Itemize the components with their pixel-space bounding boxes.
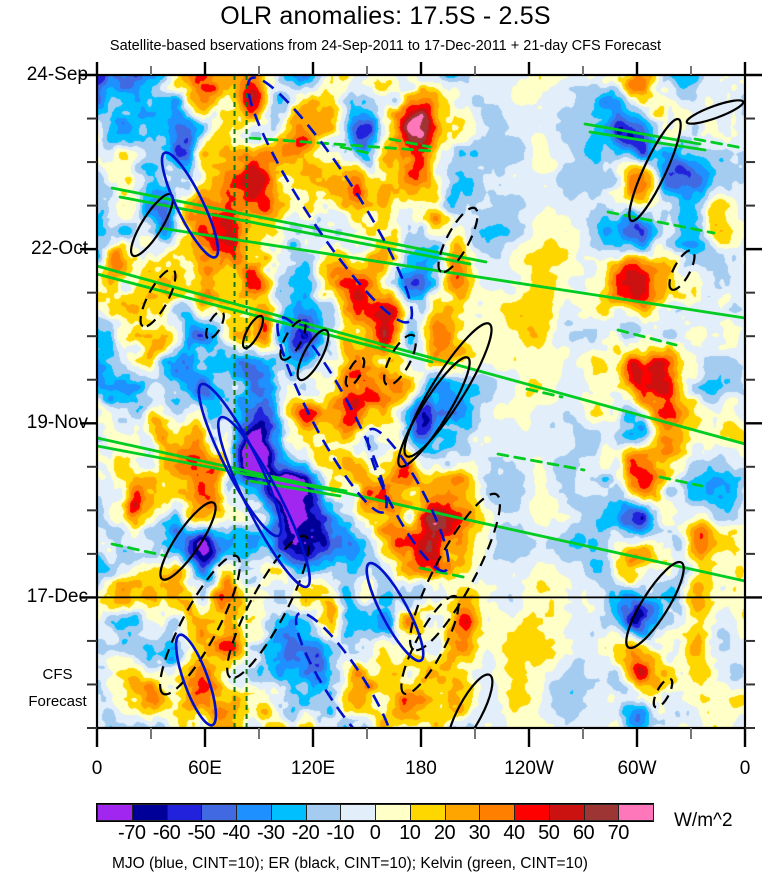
x-axis-label: 0 xyxy=(739,758,751,779)
colorbar-tick-label: 70 xyxy=(607,822,630,844)
chart-subtitle: Satellite-based bservations from 24-Sep-… xyxy=(109,38,662,54)
colorbar-segment xyxy=(583,804,620,821)
colorbar-tick-label: 50 xyxy=(538,822,560,844)
x-axis-label: 60E xyxy=(188,758,222,779)
x-axis-label: 120W xyxy=(504,758,554,779)
colorbar-tick-label: 0 xyxy=(369,822,381,844)
colorbar-segment xyxy=(409,804,446,821)
y-axis-label: 19-Nov xyxy=(26,412,88,434)
colorbar-tick-label: -50 xyxy=(187,822,216,844)
x-axis-label: 0 xyxy=(91,758,103,779)
colorbar-tick-label: -60 xyxy=(152,822,181,844)
colorbar-segment xyxy=(305,804,342,821)
colorbar-tick-label: -20 xyxy=(291,822,320,844)
colorbar-segment xyxy=(270,804,307,821)
x-axis-label: 180 xyxy=(405,758,437,779)
colorbar-tick-label: -70 xyxy=(118,822,146,844)
colorbar-segment xyxy=(236,804,272,821)
colorbar-segment xyxy=(444,804,481,821)
cfs-forecast-label-line: Forecast xyxy=(28,693,87,710)
colorbar-segment xyxy=(618,804,654,821)
colorbar-tick-label: 20 xyxy=(433,822,456,844)
colorbar-segment xyxy=(97,804,133,821)
colorbar-segment xyxy=(201,804,237,821)
colorbar-tick-label: 10 xyxy=(399,822,421,844)
colorbar-tick-label: -10 xyxy=(326,822,355,844)
x-axis-label: 60W xyxy=(617,758,657,779)
wave-legend-caption: MJO (blue, CINT=10); ER (black, CINT=10)… xyxy=(112,855,588,872)
colorbar-segment xyxy=(548,804,585,821)
colorbar-tick-label: 60 xyxy=(572,822,595,844)
colorbar-segment xyxy=(340,804,376,821)
colorbar-segment xyxy=(131,804,168,821)
y-axis-label: 17-Dec xyxy=(26,586,88,608)
y-axis-label: 22-Oct xyxy=(30,238,88,260)
colorbar-segment xyxy=(375,804,411,821)
colorbar-segment xyxy=(514,804,550,821)
olr-anomaly-field-canvas xyxy=(97,75,745,728)
colorbar-segment xyxy=(479,804,515,821)
y-axis-label: 24-Sep xyxy=(26,64,88,85)
chart-title: OLR anomalies: 17.5S - 2.5S xyxy=(220,2,551,30)
colorbar-tick-label: -40 xyxy=(222,822,250,844)
cfs-forecast-label-line: CFS xyxy=(42,666,73,683)
colorbar-tick-label: 30 xyxy=(468,822,491,844)
x-axis-label: 120E xyxy=(290,758,336,779)
colorbar-unit-label: W/m^2 xyxy=(674,810,733,831)
colorbar-segment xyxy=(166,804,203,821)
colorbar-tick-label: 40 xyxy=(503,822,525,844)
colorbar-tick-label: -30 xyxy=(257,822,285,844)
